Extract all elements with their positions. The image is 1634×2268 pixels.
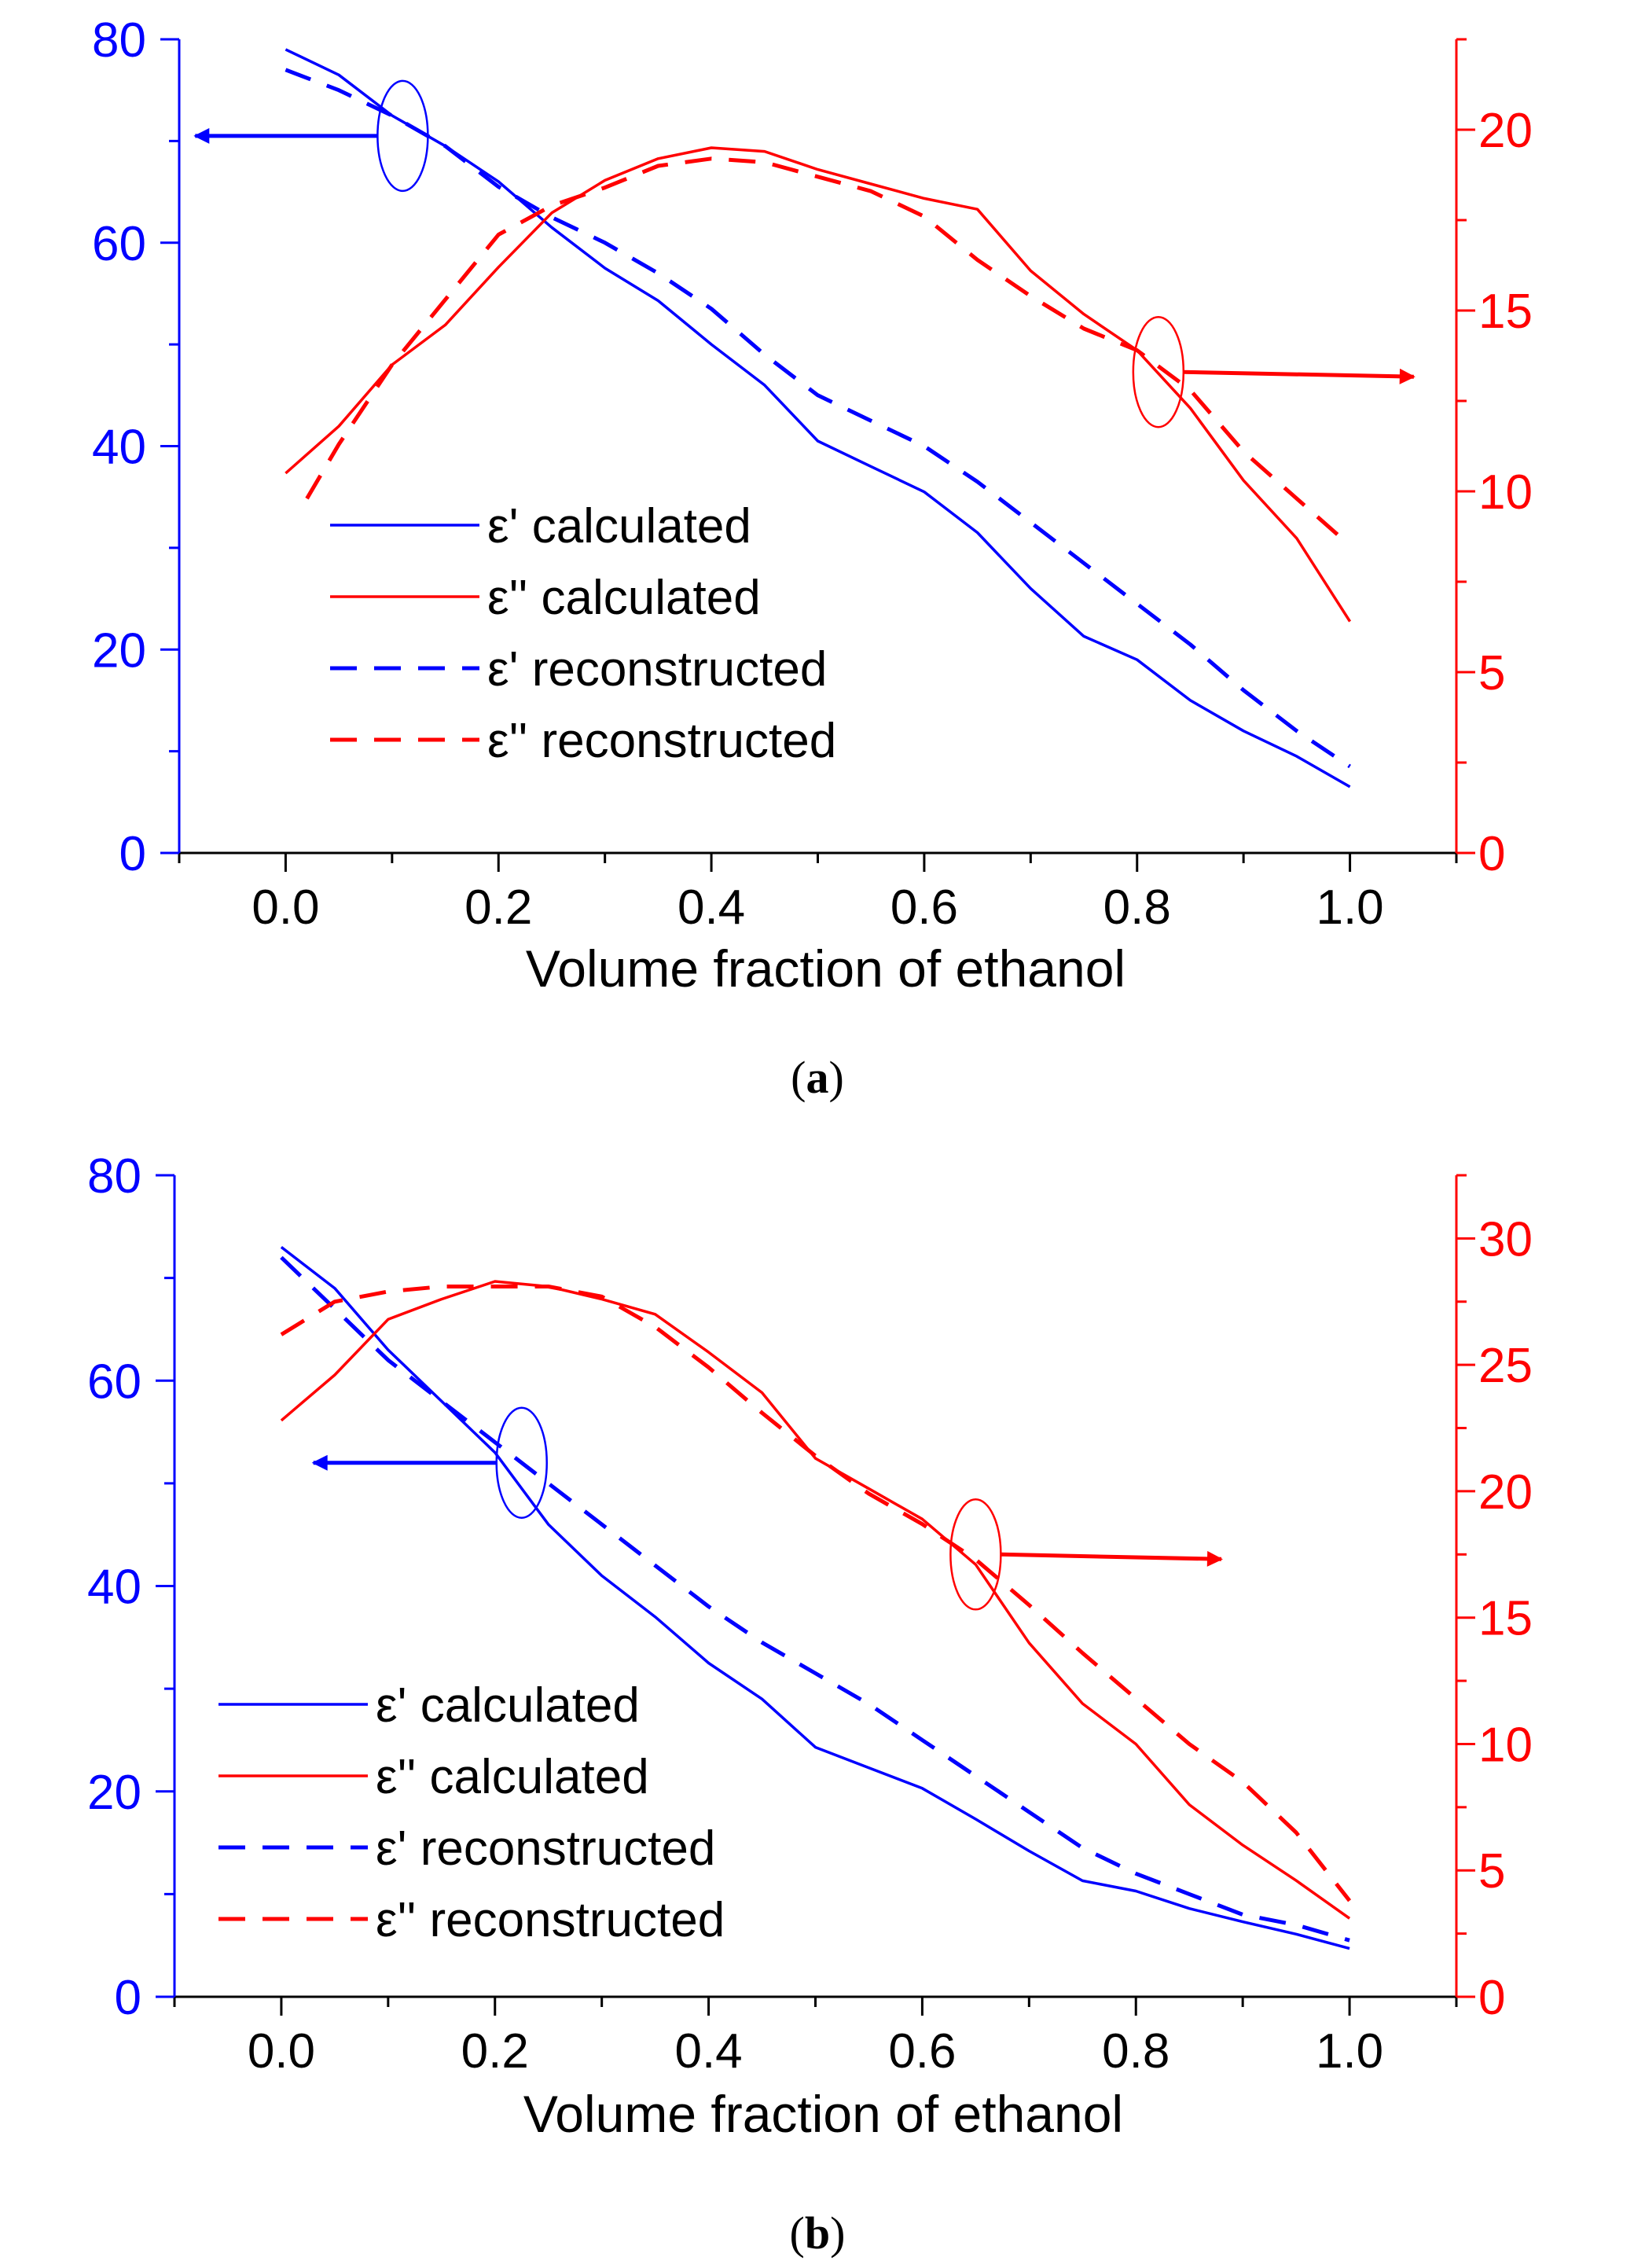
x-tick-label: 0.0	[252, 880, 319, 935]
legend-label-4: ε'' reconstructed	[376, 1893, 725, 1947]
x-tick-label: 0.6	[890, 880, 958, 935]
chart-panel-a: 0.0 0.2 0.4 0.6 0.8 1.0 Volume fraction of eth…	[92, 13, 1533, 998]
left-tick-label: 40	[87, 1560, 141, 1615]
x-tick-label: 0.2	[464, 880, 532, 935]
caption-a-open: (	[791, 1052, 806, 1103]
x-tick-label: 0.4	[677, 880, 745, 935]
right-tick-label: 30	[1478, 1212, 1533, 1266]
left-tick-label: 80	[87, 1149, 141, 1204]
annotation-arrow-2	[1183, 368, 1416, 384]
x-tick-label: 0.0	[248, 2024, 315, 2079]
caption-b-close: )	[830, 2207, 845, 2259]
legend-label-2: ε'' calculated	[487, 571, 761, 625]
right-tick-label: 0	[1478, 1971, 1505, 2025]
right-tick-label: 25	[1478, 1339, 1533, 1393]
left-tick-label: 20	[92, 623, 146, 678]
series-line-1	[280, 1246, 1350, 1950]
legend-label-1: ε' calculated	[487, 499, 751, 553]
right-tick-label: 5	[1478, 646, 1505, 700]
caption-a: (a)	[791, 1052, 844, 1103]
series-line-4	[280, 1285, 1352, 1902]
series-line-3	[285, 68, 1351, 769]
x-tick-label: 0.6	[888, 2024, 956, 2079]
series-line-2	[285, 146, 1352, 623]
caption-b: (b)	[790, 2207, 846, 2259]
x-axis-title: Volume fraction of ethanol	[523, 2085, 1123, 2143]
x-tick-label: 0.2	[461, 2024, 529, 2079]
left-tick-label: 0	[115, 1971, 141, 2025]
annotation-arrow-2	[1001, 1550, 1223, 1567]
left-tick-label: 20	[87, 1766, 141, 1820]
legend-label-3: ε' reconstructed	[487, 642, 827, 697]
x-axis-title: Volume fraction of ethanol	[526, 939, 1125, 998]
right-tick-label: 10	[1478, 1718, 1533, 1772]
right-tick-label: 10	[1478, 465, 1533, 520]
chart-panel-b: 0.0 0.2 0.4 0.6 0.8 1.0 Volume fraction of eth…	[87, 1149, 1533, 2143]
x-tick-label: 0.8	[1102, 2024, 1170, 2079]
right-tick-label: 5	[1478, 1844, 1505, 1899]
caption-b-open: (	[790, 2207, 805, 2259]
left-tick-label: 60	[87, 1355, 141, 1409]
right-tick-label: 20	[1478, 104, 1533, 158]
x-tick-label: 0.8	[1103, 880, 1171, 935]
series-line-2	[280, 1280, 1351, 1920]
left-tick-label: 40	[92, 421, 146, 475]
legend-label-2: ε'' calculated	[376, 1750, 649, 1804]
legend-label-4: ε'' reconstructed	[487, 714, 836, 768]
caption-a-label: a	[806, 1052, 829, 1103]
legend-label-1: ε' calculated	[376, 1678, 640, 1733]
left-tick-label: 80	[92, 13, 146, 68]
annotation-ellipse-1	[376, 79, 429, 193]
left-tick-label: 60	[92, 217, 146, 271]
series-line-4	[305, 156, 1352, 547]
annotation-ellipse-2	[949, 1498, 1002, 1611]
right-tick-label: 20	[1478, 1465, 1533, 1520]
caption-a-close: )	[829, 1052, 844, 1103]
x-tick-label: 1.0	[1316, 880, 1383, 935]
caption-b-label: b	[805, 2207, 830, 2259]
right-tick-label: 0	[1478, 827, 1505, 881]
x-tick-label: 1.0	[1316, 2024, 1383, 2079]
legend-label-3: ε' reconstructed	[376, 1821, 715, 1876]
right-tick-label: 15	[1478, 1592, 1533, 1646]
x-tick-label: 0.4	[674, 2024, 742, 2079]
series-line-3	[280, 1255, 1350, 1943]
left-tick-label: 0	[119, 827, 146, 881]
right-tick-label: 15	[1478, 285, 1533, 339]
